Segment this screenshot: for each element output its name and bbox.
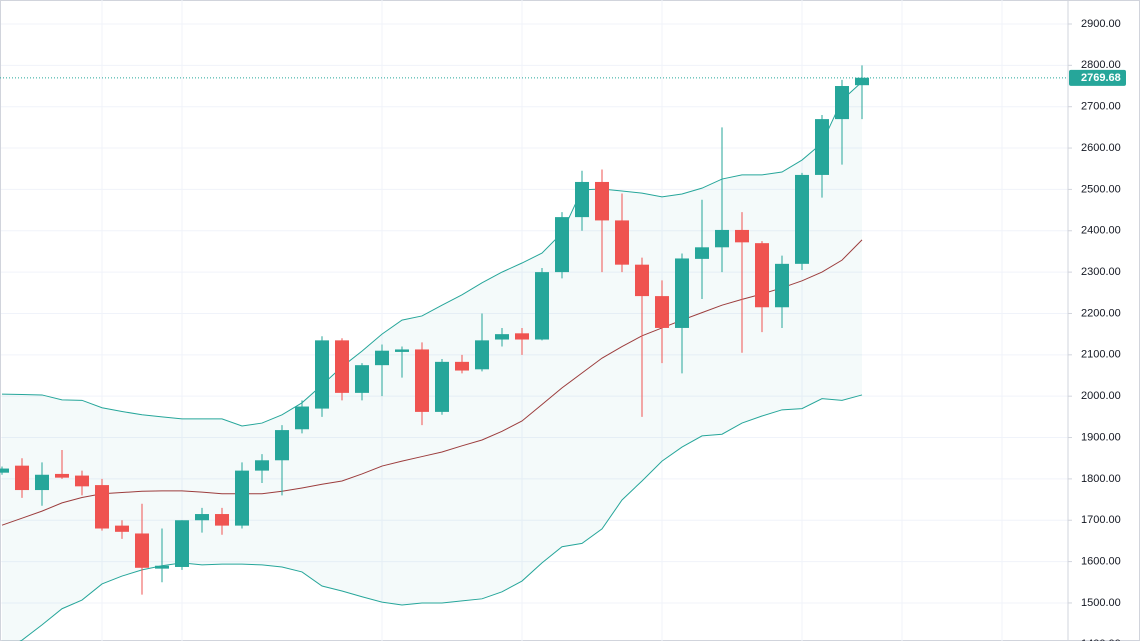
candle-body	[275, 430, 289, 461]
y-tick-label: 2100.00	[1081, 349, 1121, 361]
upper-band-line	[1, 81, 863, 427]
candle-body	[835, 86, 849, 120]
candle-body	[0, 468, 9, 473]
candle-body	[395, 349, 409, 352]
candle-body	[555, 217, 569, 273]
candle-body	[855, 77, 869, 86]
y-tick-label: 2400.00	[1081, 225, 1121, 237]
y-tick-label: 1600.00	[1081, 556, 1121, 568]
candle-body	[95, 485, 109, 529]
candle-body	[235, 470, 249, 526]
candle-body	[495, 334, 509, 340]
band-fill	[2, 81, 862, 641]
grid	[0, 23, 1068, 604]
candle-body	[335, 340, 349, 393]
candle-body	[155, 565, 169, 569]
candle-body	[775, 263, 789, 308]
y-tick-label: 1400.00	[1081, 638, 1121, 641]
y-tick-label: 1900.00	[1081, 431, 1121, 443]
last-price-label: 2769.68	[1081, 72, 1121, 84]
y-tick-label: 2500.00	[1081, 183, 1121, 195]
candle-body	[175, 520, 189, 567]
candle-body	[55, 473, 69, 478]
candle-body	[615, 220, 629, 265]
y-tick-label: 2600.00	[1081, 142, 1121, 154]
candle-body	[415, 349, 429, 412]
candle-body	[475, 340, 489, 370]
candle-body	[675, 258, 689, 328]
candle-body	[35, 474, 49, 491]
lower-band-line	[19, 394, 863, 641]
candle-body	[515, 333, 529, 340]
last-price-box	[1069, 69, 1126, 86]
candle-body	[375, 350, 389, 366]
y-tick-label: 2200.00	[1081, 307, 1121, 319]
candle-body	[815, 119, 829, 175]
candle-body	[355, 365, 369, 393]
candle-body	[795, 174, 809, 264]
candle-body	[315, 340, 329, 409]
middle-band-line	[1, 239, 863, 526]
candle-body	[15, 465, 29, 491]
candle-body	[455, 361, 469, 371]
candle-body	[715, 229, 729, 248]
candle-body	[115, 525, 129, 532]
candle-body	[255, 460, 269, 471]
candle-body	[655, 296, 669, 328]
y-tick-label: 2800.00	[1081, 59, 1121, 71]
y-tick-label: 2300.00	[1081, 266, 1121, 278]
candle-body	[195, 514, 209, 521]
candle-body	[595, 181, 609, 221]
y-tick-label: 2700.00	[1081, 101, 1121, 113]
candle-body	[535, 272, 549, 340]
candle-body	[135, 533, 149, 568]
candle-body	[435, 361, 449, 412]
y-tick-label: 2000.00	[1081, 390, 1121, 402]
candle-body	[295, 406, 309, 430]
candle-body	[215, 514, 229, 526]
candle-body	[575, 181, 589, 218]
y-tick-label: 1700.00	[1081, 514, 1121, 526]
y-tick-label: 1500.00	[1081, 597, 1121, 609]
candle-body	[735, 229, 749, 243]
candle-body	[635, 264, 649, 297]
candle-body	[75, 475, 89, 487]
candle-body	[695, 247, 709, 259]
y-tick-label: 1800.00	[1081, 473, 1121, 485]
y-tick-label: 2900.00	[1081, 18, 1121, 30]
candle-body	[755, 243, 769, 308]
